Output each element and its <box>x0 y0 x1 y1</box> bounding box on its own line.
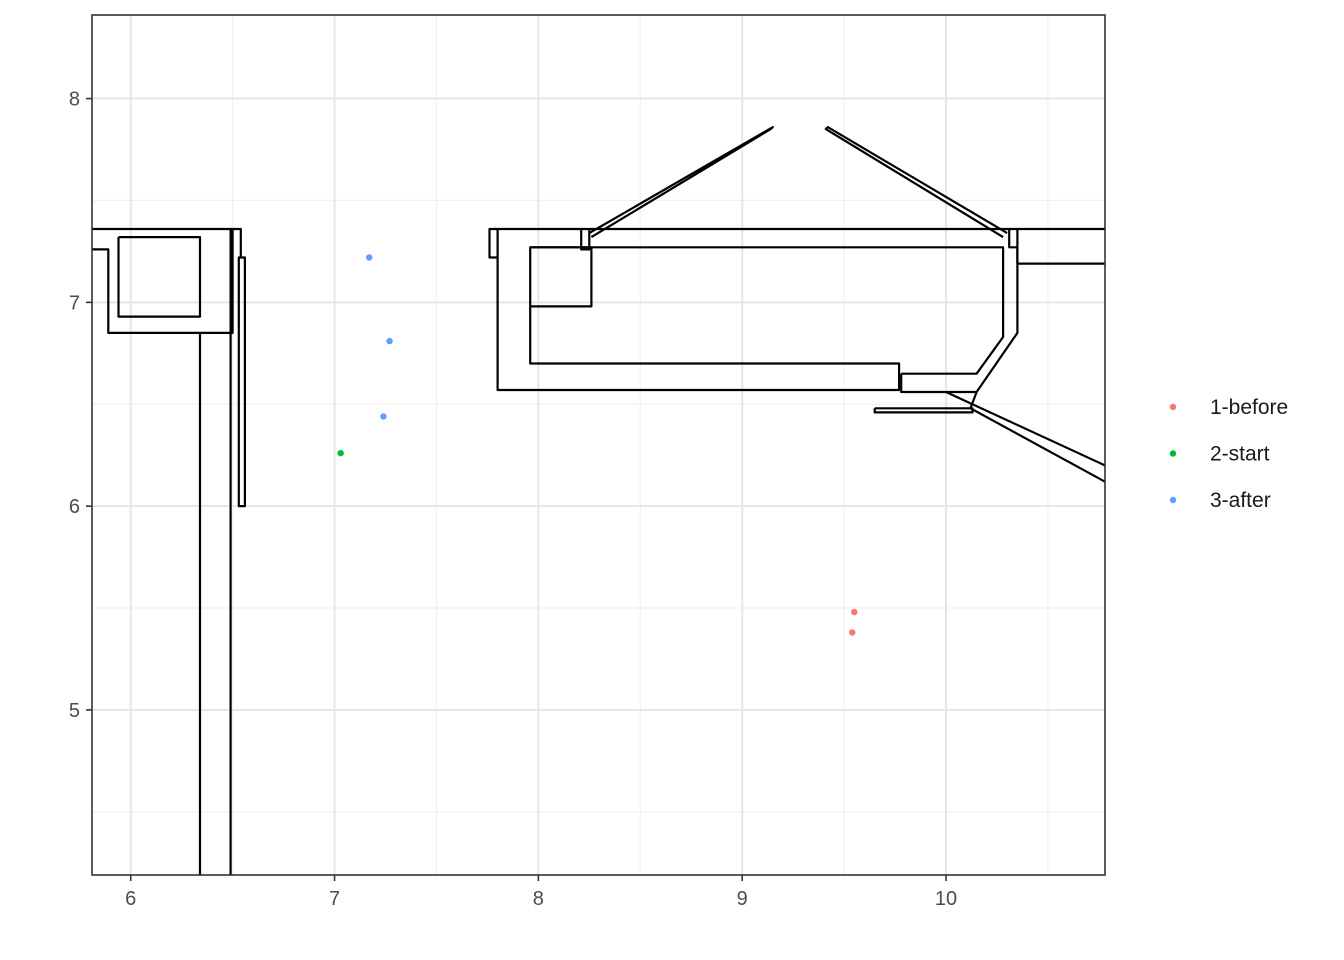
x-tick-label: 7 <box>329 888 340 910</box>
x-tick-label: 6 <box>125 888 136 910</box>
shape-outline <box>580 229 591 251</box>
shape-outline <box>92 248 231 334</box>
data-point <box>849 629 856 636</box>
legend-label: 3-after <box>1210 489 1271 512</box>
data-point <box>851 608 858 616</box>
x-tick-label: 8 <box>533 888 544 910</box>
x-tick-label: 10 <box>935 888 957 910</box>
axes: 6 7 8 9 10 5 6 7 8 <box>69 89 957 910</box>
x-tick-label: 9 <box>737 888 748 910</box>
shape-outline <box>488 227 1105 392</box>
shape-outline <box>530 246 593 308</box>
grid-lines <box>92 15 1105 875</box>
data-points <box>337 254 858 636</box>
shape-outline <box>232 227 246 508</box>
y-tick-label: 6 <box>69 496 80 518</box>
legend-label: 2-start <box>1210 443 1270 466</box>
shape-outline <box>969 407 1105 483</box>
y-tick-label: 5 <box>69 700 80 722</box>
data-point <box>337 449 344 457</box>
shape-outline <box>969 391 978 409</box>
data-point <box>386 337 393 345</box>
shape-outline <box>92 227 234 875</box>
shape-outline <box>1008 229 1018 249</box>
legend: 1-before 2-start 3-after <box>1169 396 1288 512</box>
y-tick-label: 7 <box>69 292 80 314</box>
legend-key <box>1169 450 1177 457</box>
shape-outline <box>824 125 1008 239</box>
data-point <box>380 413 387 420</box>
shape-outline <box>873 407 974 414</box>
y-tick-label: 8 <box>69 89 80 111</box>
data-point <box>365 254 373 261</box>
plot-panel-border <box>91 14 1106 876</box>
legend-key <box>1169 496 1177 504</box>
shape-outlines <box>92 125 1105 875</box>
legend-label: 1-before <box>1210 396 1288 419</box>
legend-key <box>1169 403 1177 411</box>
shape-outline <box>117 236 202 318</box>
shape-outline <box>588 125 774 239</box>
